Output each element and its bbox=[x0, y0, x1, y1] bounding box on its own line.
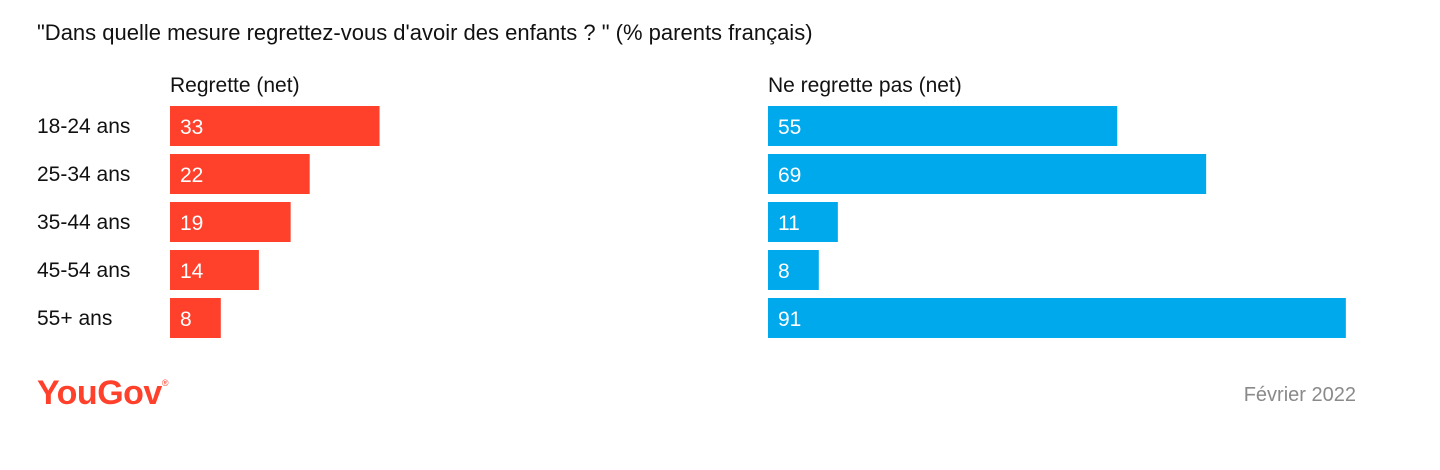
bar-0-1 bbox=[170, 154, 310, 194]
bar-0-4 bbox=[170, 298, 221, 338]
brand-text: YouGov bbox=[37, 374, 162, 412]
bar-1-1 bbox=[768, 154, 1207, 194]
data-label-0-4: 8 bbox=[180, 308, 192, 331]
category-label-2: 35-44 ans bbox=[37, 211, 130, 234]
bar-0-2 bbox=[170, 202, 291, 242]
data-label-0-2: 19 bbox=[180, 212, 203, 235]
date-label: Février 2022 bbox=[1243, 384, 1356, 406]
bar-0-3 bbox=[170, 250, 259, 290]
data-label-1-3: 8 bbox=[778, 260, 790, 283]
bar-1-2 bbox=[768, 202, 838, 242]
data-label-0-0: 33 bbox=[180, 116, 203, 139]
data-label-1-2: 11 bbox=[778, 212, 800, 235]
chart-title: "Dans quelle mesure regrettez-vous d'avo… bbox=[37, 20, 813, 45]
data-label-1-0: 55 bbox=[778, 116, 801, 139]
data-label-1-4: 91 bbox=[778, 308, 801, 331]
bar-1-4 bbox=[768, 298, 1346, 338]
category-label-4: 55+ ans bbox=[37, 307, 112, 330]
data-label-0-3: 14 bbox=[180, 260, 204, 283]
bar-1-0 bbox=[768, 106, 1118, 146]
data-label-1-1: 69 bbox=[778, 164, 801, 187]
yougov-logo: YouGov® bbox=[37, 374, 168, 412]
series-label-1: Ne regrette pas (net) bbox=[768, 74, 962, 97]
bar-1-3 bbox=[768, 250, 819, 290]
bar-chart: Regrette (net) Ne regrette pas (net) 18-2… bbox=[37, 74, 1346, 338]
category-label-0: 18-24 ans bbox=[37, 115, 130, 138]
data-label-0-1: 22 bbox=[180, 164, 203, 187]
category-label-3: 45-54 ans bbox=[37, 259, 130, 282]
series-label-0: Regrette (net) bbox=[170, 74, 300, 97]
category-label-1: 25-34 ans bbox=[37, 163, 130, 186]
bar-0-0 bbox=[170, 106, 380, 146]
